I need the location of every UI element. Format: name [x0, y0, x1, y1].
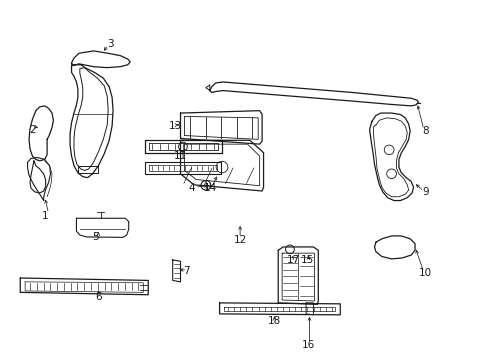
Text: 7: 7: [183, 266, 190, 276]
Text: 8: 8: [422, 126, 429, 136]
Text: 2: 2: [29, 125, 36, 135]
Text: 3: 3: [107, 39, 114, 49]
Text: 15: 15: [301, 255, 314, 265]
Text: 16: 16: [302, 340, 315, 350]
Text: 4: 4: [188, 183, 195, 193]
Text: 17: 17: [287, 255, 300, 265]
Text: 5: 5: [93, 232, 99, 242]
Text: 10: 10: [419, 268, 432, 278]
Text: 11: 11: [174, 151, 187, 161]
Text: 9: 9: [422, 187, 429, 197]
Text: 13: 13: [169, 121, 182, 131]
Text: 12: 12: [234, 235, 247, 245]
Text: 6: 6: [95, 292, 102, 302]
Text: 1: 1: [41, 211, 48, 221]
Text: 18: 18: [268, 316, 281, 326]
Text: 14: 14: [204, 183, 218, 193]
